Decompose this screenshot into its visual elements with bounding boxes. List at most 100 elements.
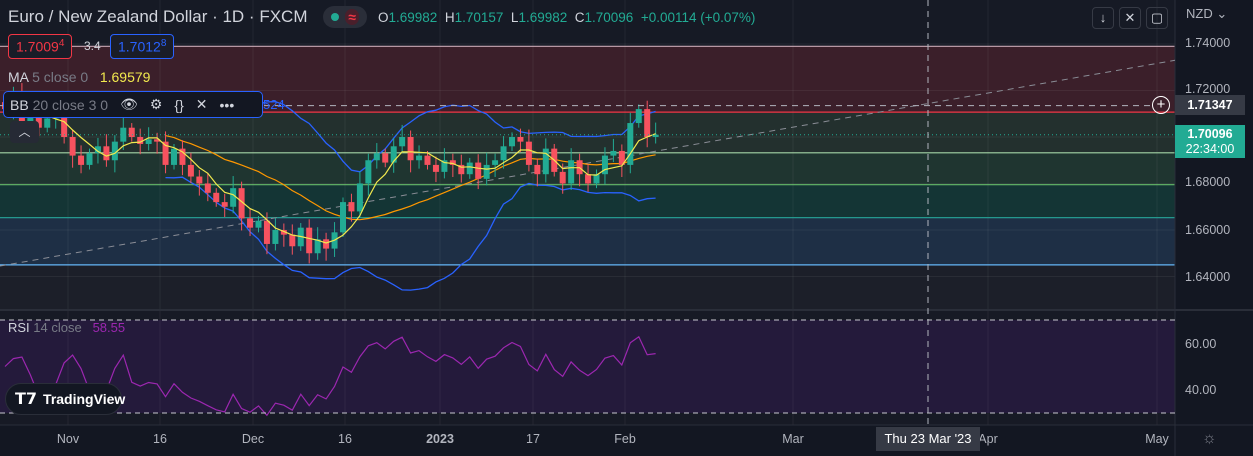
time-label: Mar: [782, 432, 804, 446]
candle: [137, 137, 144, 144]
candle: [230, 188, 237, 207]
candle: [492, 160, 499, 165]
tv-logo-icon: 𝗧𝟳: [15, 391, 38, 408]
bb-legend[interactable]: BB 20 close 3 0 👁 ⚙ {} ✕ •••: [3, 91, 263, 118]
candle: [128, 127, 135, 137]
symbol-title[interactable]: Euro / New Zealand Dollar · 1D · FXCM: [8, 7, 308, 26]
ma-line: [38, 113, 656, 244]
candle: [78, 155, 85, 165]
change: +0.00114 (+0.07%): [640, 10, 756, 25]
braces-icon[interactable]: {}: [174, 96, 184, 113]
bb-lower-line: [165, 176, 656, 291]
candle: [534, 164, 541, 175]
candle: [568, 160, 575, 184]
candle: [35, 113, 42, 128]
candle: [120, 127, 127, 142]
candle: [145, 139, 152, 144]
time-label: 16: [338, 432, 352, 446]
time-label: 17: [526, 432, 540, 446]
bb-value: 524: [263, 97, 285, 112]
candle: [441, 160, 448, 172]
spread: 3.4: [84, 39, 101, 53]
time-label: Dec: [241, 432, 265, 446]
candle: [61, 111, 68, 137]
candle: [416, 155, 423, 161]
candle: [509, 137, 515, 147]
level-band: [0, 184, 1175, 218]
candle: [263, 220, 270, 244]
time-label: 16: [153, 432, 167, 446]
candle: [314, 239, 321, 254]
rsi-legend[interactable]: RSI 14 close 58.55: [8, 320, 126, 335]
rsi-band: [0, 320, 1175, 413]
candle: [466, 162, 473, 175]
scroll-down-button[interactable]: ↓: [1092, 7, 1114, 29]
candle: [390, 146, 397, 163]
candle: [593, 174, 600, 184]
candle: [407, 137, 414, 161]
price-tick: 1.74000: [1185, 36, 1231, 50]
collapse-pane-icon[interactable]: ✕: [1119, 7, 1141, 29]
candle: [86, 153, 93, 165]
candle: [44, 118, 51, 128]
market-status[interactable]: ≈: [323, 6, 367, 28]
candle: [154, 139, 161, 142]
candle: [221, 202, 228, 207]
price-tick: 1.68000: [1185, 175, 1231, 189]
candle: [27, 113, 34, 124]
candle: [517, 137, 524, 142]
eye-icon[interactable]: 👁: [120, 96, 138, 112]
candle: [213, 192, 220, 203]
price-tick: 1.64000: [1185, 270, 1231, 284]
gear-icon[interactable]: ⚙: [149, 96, 163, 112]
buy-button[interactable]: 1.70128: [110, 34, 175, 59]
market-open-dot-icon: [331, 13, 340, 21]
candle: [475, 162, 482, 179]
add-plus-icon[interactable]: +: [1152, 96, 1170, 114]
candle: [627, 123, 634, 165]
tradingview-logo[interactable]: 𝗧𝟳 TradingView: [5, 383, 125, 415]
candle: [618, 150, 625, 165]
rsi-line: [4, 335, 656, 417]
candle: [432, 164, 439, 172]
candle: [449, 160, 456, 165]
time-label: 2023: [426, 432, 454, 446]
currency-select[interactable]: NZD ⌄: [1186, 6, 1228, 21]
candle: [103, 146, 110, 161]
more-icon[interactable]: •••: [219, 96, 235, 113]
candle: [94, 146, 101, 154]
crosshair-price-label: 1.71347: [1175, 95, 1245, 115]
settings-sun-icon[interactable]: ☼: [1202, 430, 1217, 447]
rsi-tick: 40.00: [1185, 383, 1217, 397]
time-label: Nov: [56, 432, 80, 446]
candle: [356, 183, 363, 212]
candle: [644, 109, 651, 137]
level-band: [0, 217, 1175, 265]
candle: [525, 141, 532, 165]
candle: [306, 227, 313, 254]
ma-legend[interactable]: MA 5 close 0 1.69579: [8, 69, 151, 85]
candle: [187, 164, 194, 177]
sell-button[interactable]: 1.70094: [8, 34, 73, 59]
candle: [247, 218, 254, 228]
candle: [289, 234, 296, 247]
candle: [69, 137, 76, 156]
ohlc-legend: O1.69982 H1.70157 L1.69982 C1.70096 +0.0…: [378, 10, 756, 25]
candle: [585, 174, 592, 184]
candle: [111, 141, 118, 161]
candle: [280, 230, 287, 235]
candle: [483, 164, 490, 179]
price-tick: 1.72000: [1185, 82, 1231, 96]
candle: [171, 148, 177, 165]
candle: [652, 134, 659, 137]
level-band: [0, 264, 1175, 310]
candle: [196, 176, 203, 184]
collapse-legend-button[interactable]: ︿: [10, 121, 39, 143]
candle: [162, 141, 169, 165]
close-icon[interactable]: ✕: [195, 96, 208, 112]
maximize-pane-icon[interactable]: ▢: [1146, 7, 1168, 29]
candle: [399, 137, 406, 147]
candle: [424, 155, 431, 165]
candle: [610, 150, 617, 156]
